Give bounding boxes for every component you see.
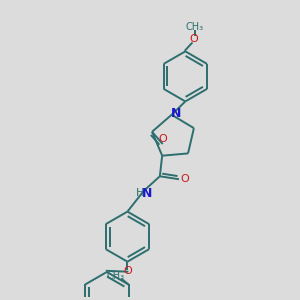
Text: N: N	[171, 107, 181, 120]
Text: H: H	[136, 188, 144, 198]
Text: O: O	[158, 134, 167, 144]
Text: O: O	[189, 34, 198, 44]
Text: O: O	[180, 174, 189, 184]
Text: N: N	[142, 187, 152, 200]
Text: CH₃: CH₃	[186, 22, 204, 32]
Text: O: O	[123, 266, 132, 275]
Text: CH₃: CH₃	[106, 271, 124, 281]
